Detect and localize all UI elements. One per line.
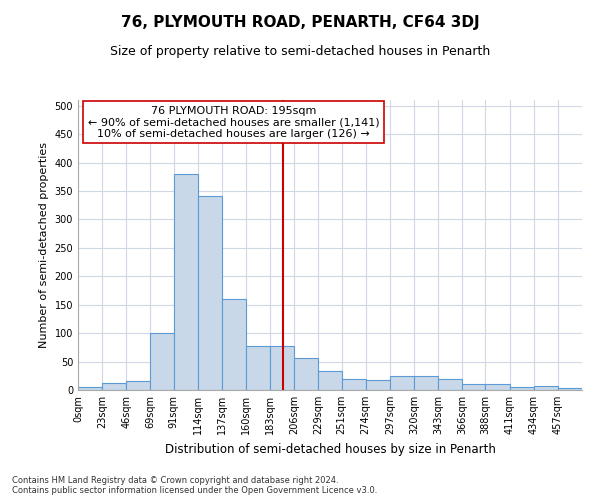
Bar bbox=[102, 382, 127, 390]
Bar bbox=[341, 378, 366, 390]
Bar bbox=[390, 376, 414, 390]
Bar bbox=[270, 346, 294, 390]
Text: Size of property relative to semi-detached houses in Penarth: Size of property relative to semi-detach… bbox=[110, 45, 490, 58]
Bar bbox=[463, 384, 485, 390]
Bar bbox=[173, 174, 198, 390]
X-axis label: Distribution of semi-detached houses by size in Penarth: Distribution of semi-detached houses by … bbox=[164, 442, 496, 456]
Bar bbox=[78, 387, 102, 390]
Bar bbox=[319, 371, 341, 390]
Bar bbox=[246, 346, 270, 390]
Bar bbox=[366, 380, 390, 390]
Bar bbox=[127, 382, 151, 390]
Bar bbox=[509, 387, 534, 390]
Bar bbox=[222, 299, 246, 390]
Text: 76, PLYMOUTH ROAD, PENARTH, CF64 3DJ: 76, PLYMOUTH ROAD, PENARTH, CF64 3DJ bbox=[121, 15, 479, 30]
Bar bbox=[558, 388, 582, 390]
Bar bbox=[198, 196, 222, 390]
Bar bbox=[485, 384, 509, 390]
Bar bbox=[151, 333, 173, 390]
Bar bbox=[295, 358, 319, 390]
Y-axis label: Number of semi-detached properties: Number of semi-detached properties bbox=[39, 142, 49, 348]
Bar bbox=[438, 378, 463, 390]
Bar bbox=[414, 376, 438, 390]
Text: 76 PLYMOUTH ROAD: 195sqm
← 90% of semi-detached houses are smaller (1,141)
10% o: 76 PLYMOUTH ROAD: 195sqm ← 90% of semi-d… bbox=[88, 106, 379, 139]
Bar bbox=[534, 386, 558, 390]
Text: Contains HM Land Registry data © Crown copyright and database right 2024.
Contai: Contains HM Land Registry data © Crown c… bbox=[12, 476, 377, 495]
